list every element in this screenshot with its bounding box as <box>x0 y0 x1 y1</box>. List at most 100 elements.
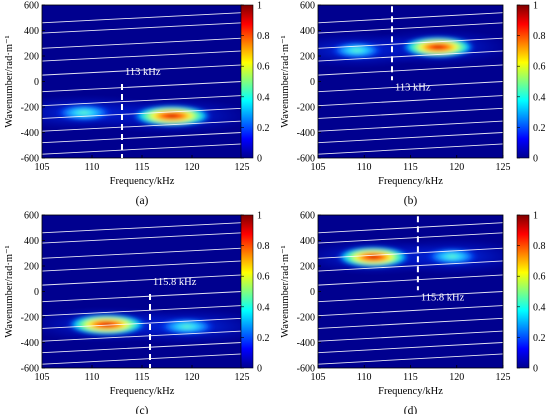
colorbar-tick-label: 0 <box>257 154 262 165</box>
dispersion-curve <box>42 222 242 234</box>
dispersion-curve <box>318 95 503 107</box>
y-tick-label: -400 <box>21 128 39 139</box>
x-tick-label: 105 <box>311 372 326 383</box>
frequency-marker-label: 113 kHz <box>395 83 431 94</box>
x-tick-label: 125 <box>235 372 250 383</box>
y-axis-label: Wavenumber/rad·m⁻¹ <box>4 35 15 127</box>
dispersion-curve <box>318 120 503 132</box>
x-tick-label: 125 <box>496 372 511 383</box>
y-tick-label: -200 <box>21 103 39 114</box>
y-tick-label: -600 <box>297 364 315 375</box>
x-tick-label: 120 <box>449 162 464 173</box>
colorbar-tick-label: 0.4 <box>257 302 270 313</box>
y-tick-label: -600 <box>297 154 315 165</box>
y-tick-label: 400 <box>300 236 315 247</box>
dispersion-curve <box>318 260 503 272</box>
dispersion-curve <box>318 64 503 76</box>
chart-panel-a: 113 kHz 105 110 115 120 125 600 400 200 0 -200 -400… <box>4 1 270 208</box>
colorbar-tick-label: 0.8 <box>257 31 270 42</box>
panel-label: (b) <box>404 195 418 207</box>
x-axis-label: Frequency/kHz <box>110 176 175 187</box>
y-tick-label: -200 <box>297 313 315 324</box>
x-tick-label: 115 <box>135 372 150 383</box>
y-axis-label: Wavenumber/rad·m⁻¹ <box>4 245 15 337</box>
x-tick-label: 125 <box>496 162 511 173</box>
colorbar-tick-label: 0.4 <box>533 302 546 313</box>
dispersion-curve <box>318 132 503 144</box>
dispersion-curve <box>318 353 503 365</box>
dispersion-curve <box>42 353 242 365</box>
colorbar-tick-label: 1 <box>257 211 262 222</box>
x-axis-label: Frequency/kHz <box>378 176 443 187</box>
x-axis-label: Frequency/kHz <box>110 386 175 397</box>
chart-panel-b: 113 kHz 105 110 115 120 125 600 400 200 0 -200 -400… <box>280 1 546 208</box>
dispersion-curve <box>318 143 503 155</box>
colorbar-tick-label: 0.8 <box>533 31 546 42</box>
colorbar-tick-label: 0.6 <box>533 272 546 283</box>
plot-area <box>318 215 503 368</box>
dispersion-curve <box>42 50 242 62</box>
colorbar-tick-label: 1 <box>533 1 538 12</box>
y-tick-label: -200 <box>21 313 39 324</box>
dispersion-curve <box>318 342 503 354</box>
x-tick-label: 115 <box>403 372 418 383</box>
y-tick-label: 400 <box>24 236 39 247</box>
colorbar-tick-label: 0.6 <box>257 272 270 283</box>
colorbar <box>240 214 254 369</box>
dispersion-curve <box>318 232 503 244</box>
frequency-marker-label: 115.8 kHz <box>153 277 197 288</box>
dispersion-curve <box>42 95 242 107</box>
dispersion-curve <box>42 12 242 24</box>
y-tick-label: -600 <box>21 154 39 165</box>
y-axis-label: Wavenumber/rad·m⁻¹ <box>280 245 291 337</box>
energy-lobe <box>336 246 411 269</box>
x-tick-label: 105 <box>35 162 50 173</box>
y-tick-label: 200 <box>24 52 39 63</box>
colorbar-tick-label: 0.8 <box>533 241 546 252</box>
dispersion-curve <box>318 291 503 303</box>
y-tick-label: 400 <box>24 26 39 37</box>
energy-lobe <box>132 104 212 127</box>
y-tick-label: -400 <box>297 338 315 349</box>
energy-lobe <box>159 318 215 335</box>
dispersion-curve <box>42 143 242 155</box>
y-tick-label: 600 <box>300 211 315 222</box>
dispersion-curve <box>318 305 503 317</box>
x-tick-label: 125 <box>235 162 250 173</box>
colorbar-tick-label: 0.2 <box>257 333 270 344</box>
colorbar-tick-label: 0 <box>257 364 262 375</box>
x-tick-label: 110 <box>85 372 100 383</box>
colorbar <box>240 4 254 159</box>
panel-label: (a) <box>136 195 149 207</box>
y-tick-label: 0 <box>310 287 315 298</box>
x-tick-label: 120 <box>185 162 200 173</box>
x-tick-label: 105 <box>35 372 50 383</box>
dispersion-curve <box>42 291 242 303</box>
dispersion-curve <box>42 232 242 244</box>
dispersion-curve <box>318 81 503 93</box>
dispersion-curve <box>318 50 503 62</box>
y-tick-label: -400 <box>21 338 39 349</box>
plot-area <box>318 5 503 158</box>
plot-area <box>42 5 242 158</box>
dispersion-curve <box>42 317 242 329</box>
x-tick-label: 105 <box>311 162 326 173</box>
y-tick-label: -400 <box>297 128 315 139</box>
panel-label: (d) <box>404 405 418 414</box>
dispersion-curve <box>42 260 242 272</box>
dispersion-curve <box>318 22 503 34</box>
y-tick-label: -600 <box>21 364 39 375</box>
dispersion-curve <box>42 64 242 76</box>
y-tick-label: 600 <box>24 1 39 12</box>
y-tick-label: 400 <box>300 26 315 37</box>
dispersion-curve <box>42 305 242 317</box>
colorbar <box>516 214 530 369</box>
y-tick-label: 600 <box>300 1 315 12</box>
colorbar-tick-label: 0.6 <box>533 62 546 73</box>
energy-lobe <box>401 36 476 59</box>
y-tick-label: 0 <box>310 77 315 88</box>
colorbar <box>516 4 530 159</box>
dispersion-curve <box>318 107 503 119</box>
colorbar-tick-label: 1 <box>257 1 262 12</box>
